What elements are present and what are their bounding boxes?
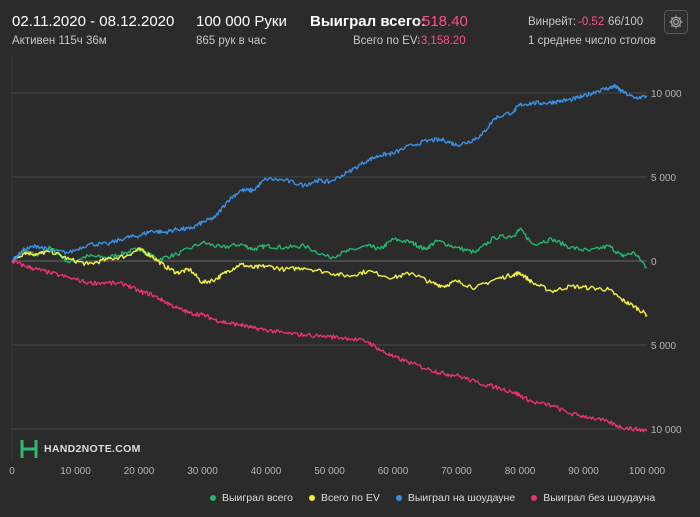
gear-icon bbox=[669, 15, 683, 29]
x-tick-label: 60 000 bbox=[378, 466, 409, 477]
x-tick-label: 20 000 bbox=[124, 466, 155, 477]
y-tick-label: 10 000 bbox=[651, 425, 682, 436]
series-line-non-showdown bbox=[11, 259, 648, 433]
winrate-suffix: 66/100 bbox=[608, 16, 644, 28]
settings-button[interactable] bbox=[664, 10, 688, 34]
legend-dot-non-showdown bbox=[531, 495, 538, 501]
chart-grid bbox=[11, 56, 647, 461]
legend-label: Выиграл на шоудауне bbox=[407, 492, 516, 504]
active-time: Активен 115ч 36м bbox=[12, 35, 107, 47]
x-tick-label: 80 000 bbox=[505, 466, 536, 477]
x-tick-label: 0 bbox=[9, 466, 15, 477]
legend-dot-won-total bbox=[210, 495, 216, 501]
tables-text: 1 среднее число столов bbox=[528, 35, 656, 47]
legend-label: Всего по EV bbox=[320, 492, 380, 504]
legend-dot-showdown bbox=[395, 495, 402, 501]
y-tick-label: 0 bbox=[651, 257, 657, 268]
winrate-value: -0.52 bbox=[578, 16, 605, 28]
logo-text: HAND2NOTE.COM bbox=[44, 443, 141, 455]
won-total-label: Выиграл всего: bbox=[310, 13, 427, 30]
x-tick-label: 90 000 bbox=[568, 466, 599, 477]
legend-item-ev-total[interactable]: Всего по EV bbox=[308, 490, 380, 506]
hands-count: 100 000 Руки bbox=[196, 13, 287, 30]
legend-dot-ev-total bbox=[308, 495, 315, 501]
series-line-won-total bbox=[11, 227, 648, 269]
date-range[interactable]: 02.11.2020 - 08.12.2020 bbox=[12, 13, 175, 30]
stats-header: 02.11.2020 - 08.12.2020 Активен 115ч 36м… bbox=[0, 0, 700, 56]
chart-ticks: 10 000 5 000 0 5 000 10 000 0 10 000 20 000 30 0… bbox=[9, 89, 682, 477]
legend-label: Выиграл без шоудауна bbox=[543, 492, 656, 504]
legend-item-won-total[interactable]: Выиграл всего bbox=[210, 490, 293, 506]
chart-series bbox=[11, 83, 648, 433]
x-tick-label: 10 000 bbox=[60, 466, 91, 477]
x-tick-label: 50 000 bbox=[314, 466, 345, 477]
ev-total-label: Всего по EV: bbox=[353, 35, 421, 47]
legend-item-non-showdown[interactable]: Выиграл без шоудауна bbox=[531, 490, 655, 506]
won-total-value: -518.40 bbox=[417, 13, 468, 30]
series-line-showdown bbox=[11, 83, 648, 262]
legend-label: Выиграл всего bbox=[222, 492, 293, 504]
y-tick-label: 5 000 bbox=[651, 173, 676, 184]
x-tick-label: 30 000 bbox=[187, 466, 218, 477]
chart-legend: Выиграл всего Всего по EV Выиграл на шоу… bbox=[210, 490, 670, 506]
h2n-logo-icon bbox=[20, 440, 38, 458]
x-tick-label: 100 000 bbox=[629, 466, 666, 477]
y-tick-label: 10 000 bbox=[651, 89, 682, 100]
hands-per-hour: 865 рук в час bbox=[196, 35, 267, 47]
ev-total-value: -3,158.20 bbox=[417, 35, 466, 47]
legend-item-showdown[interactable]: Выиграл на шоудауне bbox=[395, 490, 516, 506]
series-line-ev-total bbox=[11, 247, 648, 317]
y-tick-label: 5 000 bbox=[651, 341, 676, 352]
winrate-label: Винрейт: bbox=[528, 16, 577, 28]
x-tick-label: 40 000 bbox=[251, 466, 282, 477]
profit-chart: 10 000 5 000 0 5 000 10 000 0 10 000 20 000 30 0… bbox=[9, 56, 682, 477]
x-tick-label: 70 000 bbox=[441, 466, 472, 477]
